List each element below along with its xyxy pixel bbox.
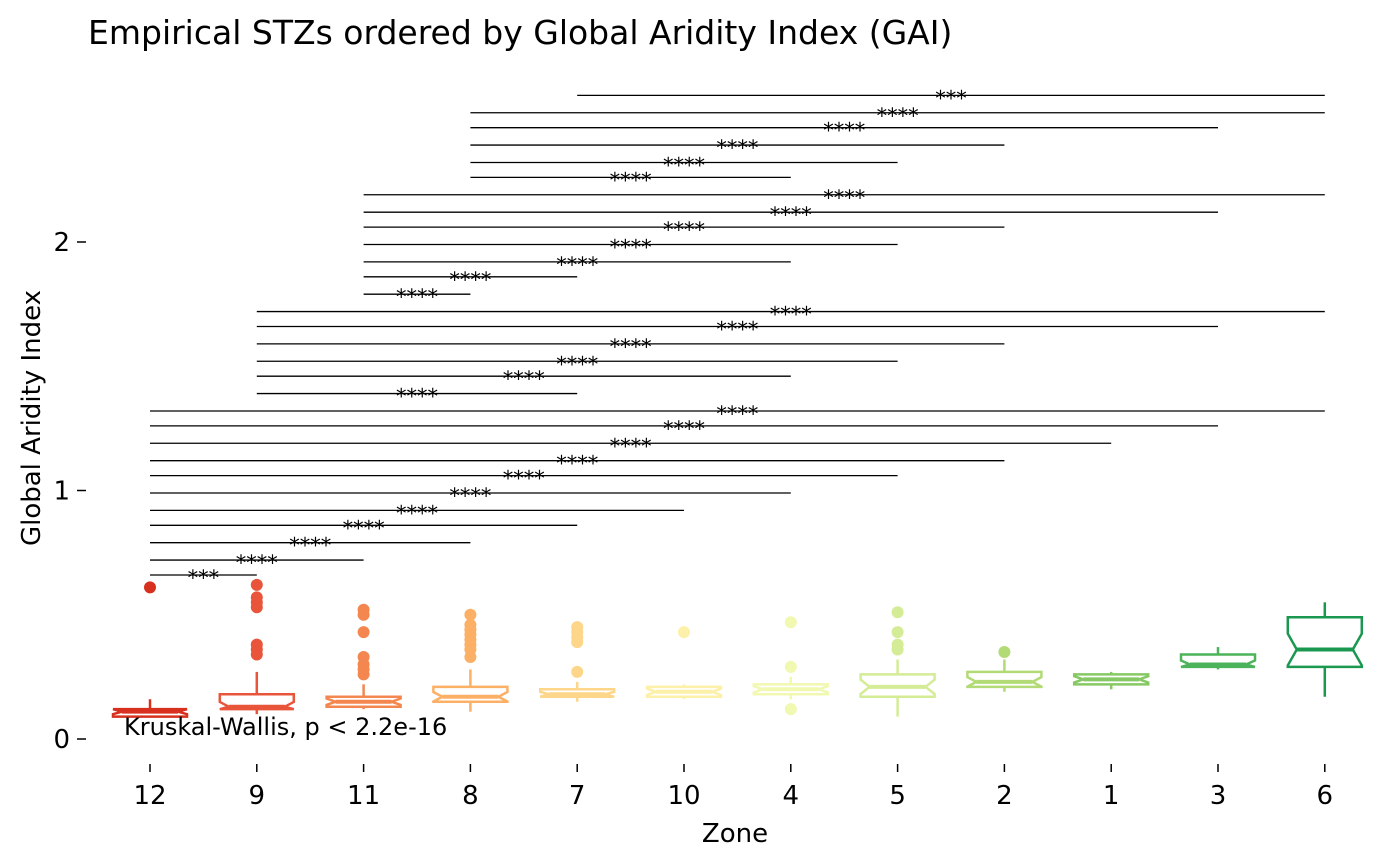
significance-label: **** — [610, 335, 652, 359]
box-series — [111, 578, 1364, 718]
significance-label: **** — [716, 317, 758, 341]
significance-label: **** — [556, 253, 598, 277]
outlier-point — [891, 626, 904, 639]
outlier-point — [891, 638, 904, 651]
outlier-point — [357, 626, 370, 639]
outlier-point — [784, 703, 797, 716]
significance-label: **** — [503, 367, 545, 391]
box-zone-12 — [111, 581, 189, 718]
outlier-point — [571, 665, 584, 678]
significance-label: **** — [396, 501, 438, 525]
x-tick-label-9: 9 — [249, 781, 266, 811]
significance-label: **** — [343, 516, 385, 540]
outlier-point — [144, 581, 156, 594]
significance-label: **** — [610, 235, 652, 259]
significance-label: **** — [663, 417, 705, 441]
significance-label: **** — [503, 467, 545, 491]
significance-label: **** — [770, 303, 812, 327]
x-tick-label-10: 10 — [667, 781, 700, 811]
outlier-point — [891, 606, 904, 619]
outlier-point — [357, 603, 370, 616]
significance-label: **** — [823, 186, 865, 210]
significance-label: **** — [289, 534, 331, 558]
y-tick-label: 2 — [53, 228, 70, 258]
x-tick-label-12: 12 — [133, 781, 166, 811]
outlier-point — [678, 626, 690, 639]
x-tick-label-7: 7 — [569, 781, 586, 811]
significance-label: **** — [716, 402, 758, 426]
x-tick-label-8: 8 — [462, 781, 479, 811]
outlier-point — [998, 646, 1011, 659]
significance-label: **** — [663, 218, 705, 242]
kruskal-wallis-annotation: Kruskal-Wallis, p < 2.2e-16 — [124, 713, 447, 741]
significance-label: *** — [188, 566, 220, 590]
box-zone-7 — [538, 621, 616, 702]
box-zone-2 — [966, 646, 1043, 692]
x-tick-label-5: 5 — [889, 781, 906, 811]
significance-label: **** — [663, 153, 705, 177]
box-body — [966, 670, 1043, 689]
y-tick-label: 1 — [53, 477, 70, 507]
x-tick-label-4: 4 — [783, 781, 800, 811]
outlier-point — [784, 660, 797, 673]
outlier-point — [784, 616, 797, 629]
y-axis: 0 1 2 — [53, 228, 86, 755]
outlier-point — [464, 608, 477, 621]
outlier-point — [250, 578, 263, 591]
outlier-point — [357, 650, 370, 663]
outlier-point — [464, 618, 477, 631]
box-zone-10 — [645, 626, 723, 700]
significance-label: **** — [396, 385, 438, 409]
chart-title: Empirical STZs ordered by Global Aridity… — [88, 13, 952, 52]
x-axis-title: Zone — [702, 819, 768, 849]
significance-label: **** — [823, 119, 865, 143]
x-tick-label-6: 6 — [1317, 781, 1334, 811]
x-tick-label-3: 3 — [1210, 781, 1227, 811]
significance-label: **** — [556, 352, 598, 376]
significance-label: **** — [236, 551, 278, 575]
box-zone-8 — [432, 608, 509, 712]
box-zone-6 — [1286, 602, 1364, 697]
box-zone-1 — [1072, 671, 1150, 690]
y-tick-label: 0 — [53, 725, 70, 755]
y-axis-title: Global Aridity Index — [17, 290, 47, 546]
significance-label: **** — [449, 268, 491, 292]
significance-label: **** — [877, 104, 919, 128]
x-tick-label-11: 11 — [347, 781, 380, 811]
box-body — [1286, 615, 1364, 669]
significance-label: **** — [610, 168, 652, 192]
outlier-point — [250, 591, 263, 604]
outlier-point — [250, 638, 263, 651]
outlier-point — [571, 621, 584, 634]
box-zone-5 — [859, 606, 936, 717]
box-zone-9 — [218, 578, 296, 715]
box-body — [432, 685, 509, 703]
significance-brackets: ****************************************… — [150, 86, 1325, 590]
x-axis: 12 9 11 8 7 10 4 5 2 1 3 6 — [133, 764, 1333, 811]
significance-label: **** — [610, 434, 652, 458]
box-zone-3 — [1179, 647, 1257, 670]
x-tick-label-2: 2 — [996, 781, 1013, 811]
box-zone-4 — [752, 616, 830, 716]
significance-label: **** — [716, 136, 758, 160]
box-zone-11 — [325, 603, 402, 710]
x-tick-label-1: 1 — [1103, 781, 1120, 811]
significance-label: **** — [449, 484, 491, 508]
significance-label: **** — [770, 203, 812, 227]
significance-label: *** — [935, 86, 967, 110]
significance-label: **** — [396, 285, 438, 309]
significance-label: **** — [556, 452, 598, 476]
